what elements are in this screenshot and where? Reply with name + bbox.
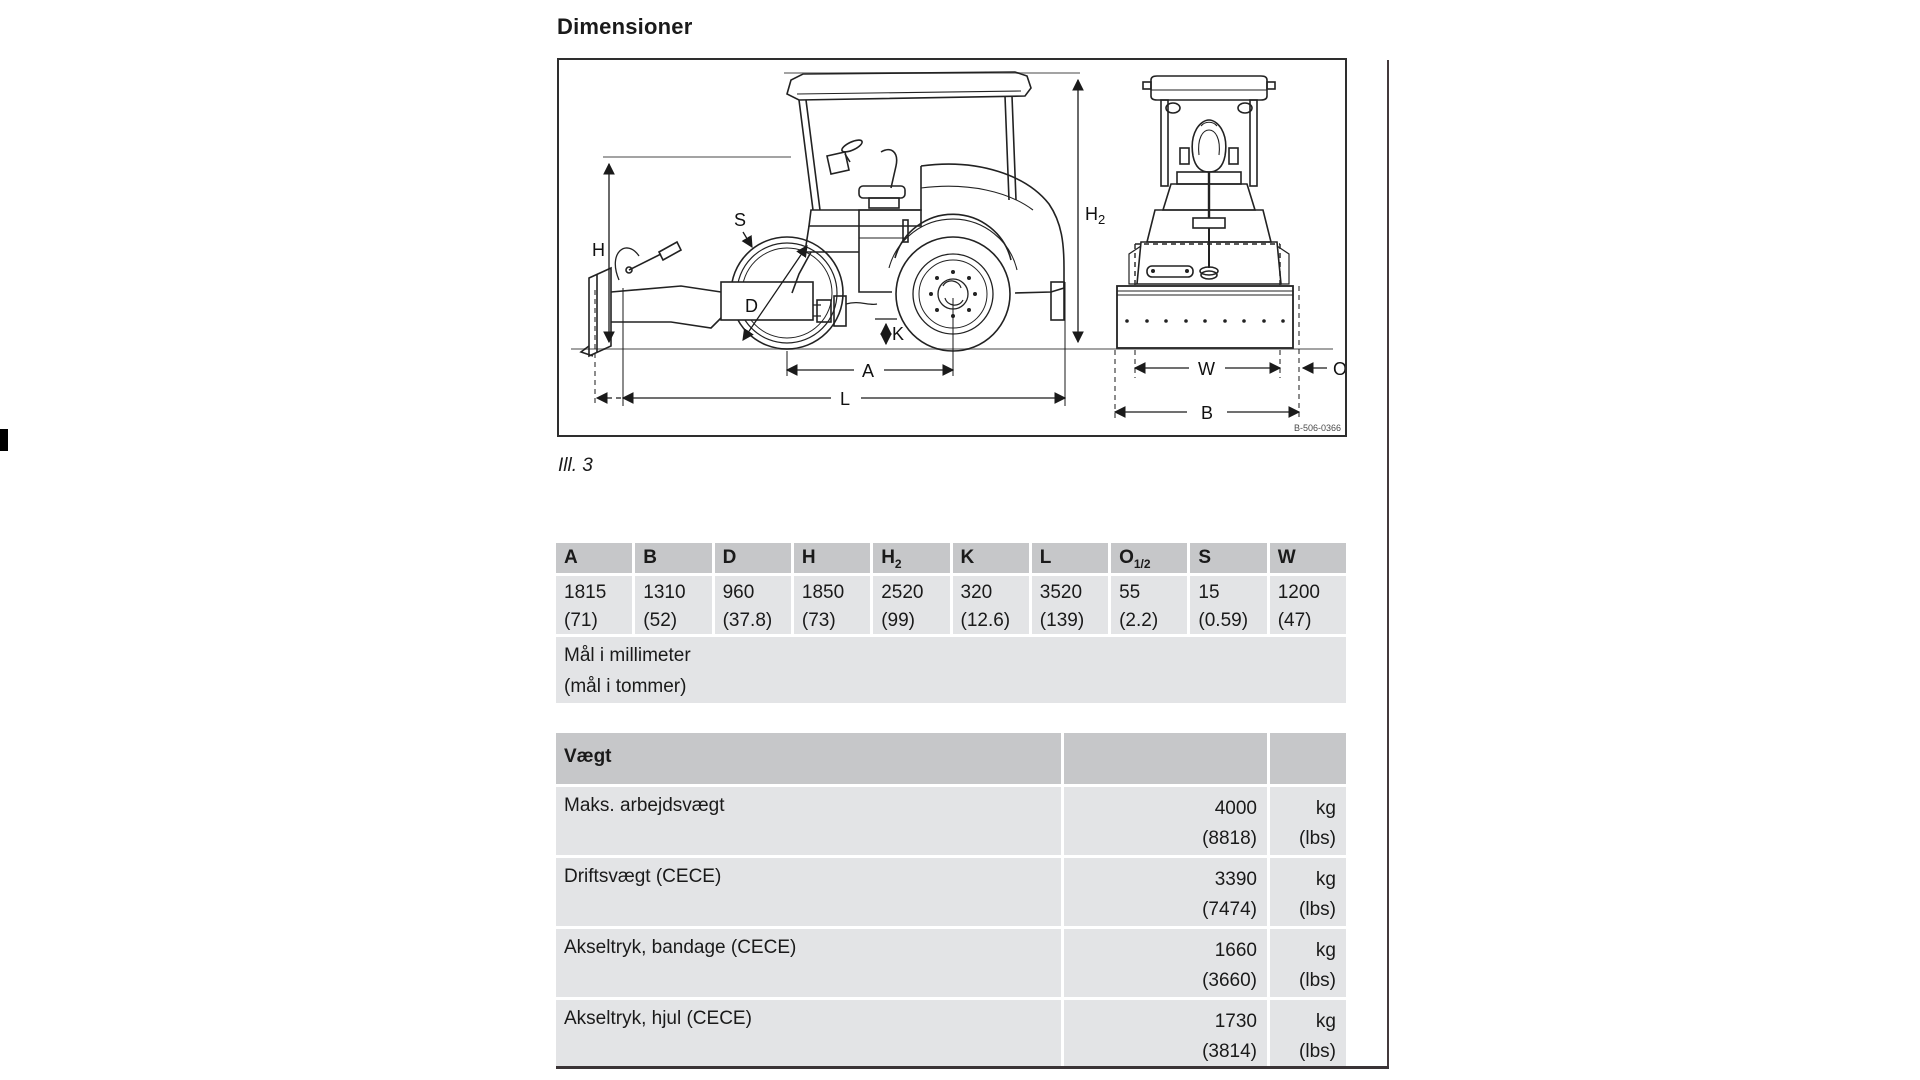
dim-label-o: O bbox=[1333, 359, 1345, 379]
dim-value-s: 15 (0.59) bbox=[1190, 576, 1267, 634]
weight-row-unit: kg (lbs) bbox=[1270, 787, 1346, 855]
page-title: Dimensioner bbox=[557, 14, 693, 39]
weight-table-header-unit-col bbox=[1270, 733, 1346, 784]
figure-caption: Ill. 3 bbox=[558, 455, 593, 476]
dim-label-w: W bbox=[1198, 359, 1215, 379]
dim-col-header-h2: H2 bbox=[873, 543, 950, 573]
dim-col-header-l: L bbox=[1031, 543, 1109, 573]
dim-value-o12: 55 (2.2) bbox=[1111, 576, 1188, 634]
weight-table: Vægt Maks. arbejdsvægt 4000 (8818) kg (lbs… bbox=[556, 733, 1346, 1068]
weight-row-label: Akseltryk, hjul (CECE) bbox=[556, 1000, 1061, 1068]
weight-table-header: Vægt bbox=[556, 733, 1061, 784]
page-edge-mark bbox=[0, 429, 8, 451]
weight-row-unit: kg (lbs) bbox=[1270, 1000, 1346, 1068]
rear-view-machine bbox=[1116, 75, 1294, 349]
dim-col-header-b: B bbox=[635, 543, 712, 573]
dim-label-a: A bbox=[862, 361, 874, 381]
weight-row-unit: kg (lbs) bbox=[1270, 929, 1346, 997]
dim-col-header-h: H bbox=[793, 543, 871, 573]
weight-row-label: Maks. arbejdsvægt bbox=[556, 787, 1061, 855]
weight-table-header-value-col bbox=[1064, 733, 1267, 784]
page-bottom-border bbox=[556, 1066, 1389, 1069]
reference-lines bbox=[571, 72, 1333, 350]
dimension-drawing-frame: H H2 S D K A L W O B B-506-0366 bbox=[557, 58, 1347, 437]
weight-row-label: Driftsvægt (CECE) bbox=[556, 858, 1061, 926]
roller-dimension-drawing: H H2 S D K A L W O B B-506-0366 bbox=[571, 71, 1345, 433]
page-right-border bbox=[1387, 60, 1389, 1068]
side-view-machine bbox=[579, 71, 1065, 358]
weight-row-label: Akseltryk, bandage (CECE) bbox=[556, 929, 1061, 997]
weight-row-value: 4000 (8818) bbox=[1064, 787, 1267, 855]
dim-value-k: 320 (12.6) bbox=[952, 576, 1029, 634]
dim-col-header-s: S bbox=[1190, 543, 1267, 573]
dim-label-l: L bbox=[840, 389, 850, 409]
dimensions-table: A B D H H2 K L O1/2 S W 1815 (71) 1310 (52… bbox=[556, 543, 1346, 703]
dim-col-header-d: D bbox=[714, 543, 791, 573]
dim-label-k: K bbox=[892, 324, 904, 344]
dim-label-d: D bbox=[745, 296, 758, 316]
dim-col-header-o12: O1/2 bbox=[1111, 543, 1188, 573]
dim-value-w: 1200 (47) bbox=[1269, 576, 1346, 634]
dim-value-l: 3520 (139) bbox=[1031, 576, 1109, 634]
dim-col-header-k: K bbox=[952, 543, 1029, 573]
weight-row-value: 1660 (3660) bbox=[1064, 929, 1267, 997]
dim-value-a: 1815 (71) bbox=[556, 576, 633, 634]
dim-label-b: B bbox=[1201, 403, 1213, 423]
dim-label-h2: H2 bbox=[1085, 204, 1105, 227]
dim-value-h2: 2520 (99) bbox=[873, 576, 950, 634]
dim-label-h: H bbox=[592, 240, 605, 260]
weight-row-value: 1730 (3814) bbox=[1064, 1000, 1267, 1068]
dim-table-footnote: Mål i millimeter (mål i tommer) bbox=[556, 637, 1346, 703]
dim-value-h: 1850 (73) bbox=[793, 576, 871, 634]
weight-row-unit: kg (lbs) bbox=[1270, 858, 1346, 926]
dim-value-b: 1310 (52) bbox=[635, 576, 712, 634]
dim-label-s: S bbox=[734, 210, 746, 230]
figure-code: B-506-0366 bbox=[1294, 423, 1341, 433]
dim-value-d: 960 (37.8) bbox=[714, 576, 791, 634]
dim-col-header-a: A bbox=[556, 543, 633, 573]
dim-col-header-w: W bbox=[1269, 543, 1346, 573]
weight-row-value: 3390 (7474) bbox=[1064, 858, 1267, 926]
dimension-annotations bbox=[594, 78, 1327, 418]
